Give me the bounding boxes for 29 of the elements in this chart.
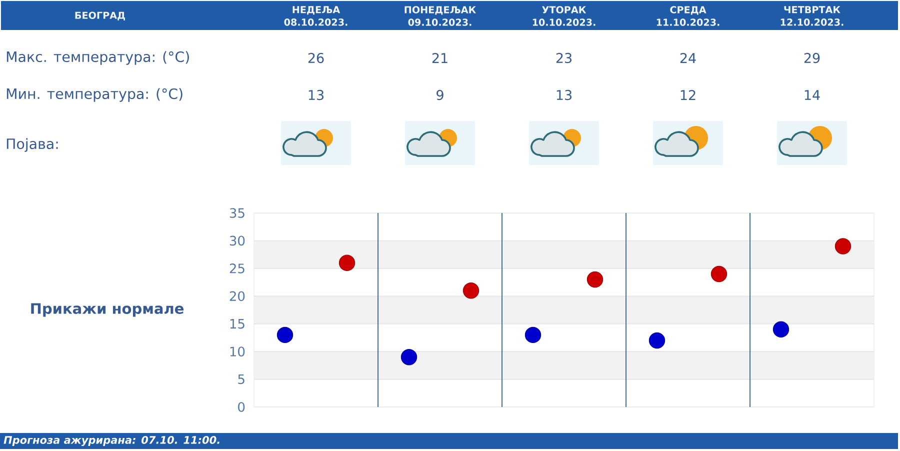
data-label: 26 <box>308 52 324 64</box>
text: Појава: <box>6 138 58 152</box>
y-tick-label: 0 <box>238 402 245 412</box>
data-label: 12 <box>680 90 696 100</box>
data-label: 21 <box>432 52 448 64</box>
y-tick-label: 5 <box>238 374 244 384</box>
text: БЕОГРАД <box>75 12 125 20</box>
text: НЕДЕЉА 08.10.2023. <box>284 6 348 26</box>
text: УТОРАК 10.10.2023. <box>532 6 596 26</box>
y-tick-label: 10 <box>230 346 245 356</box>
data-label: 13 <box>308 90 324 100</box>
text: СРЕДА 11.10.2023. <box>656 6 720 26</box>
data-label: 14 <box>804 90 820 100</box>
y-tick-label: 25 <box>230 264 244 274</box>
text: Прогноза ажурирана: 07.10. 11:00. <box>4 436 220 446</box>
text: ЧЕТВРТАК 12.10.2023. <box>780 6 844 26</box>
y-tick-label: 30 <box>230 236 245 246</box>
data-label: 13 <box>556 90 572 100</box>
text: Прикажи нормале <box>31 303 184 317</box>
data-label: 23 <box>556 52 572 64</box>
y-tick-label: 35 <box>230 208 244 218</box>
text: Мин. температура: (°C) <box>6 88 182 102</box>
y-tick-label: 20 <box>230 291 245 302</box>
data-label: 24 <box>680 52 696 64</box>
data-label: 9 <box>436 90 444 100</box>
text: ПОНЕДЕЉАК 09.10.2023. <box>404 6 476 26</box>
data-label: 29 <box>804 52 820 64</box>
y-tick-label: 15 <box>230 319 244 329</box>
text: Макс. температура: (°C) <box>6 51 189 65</box>
